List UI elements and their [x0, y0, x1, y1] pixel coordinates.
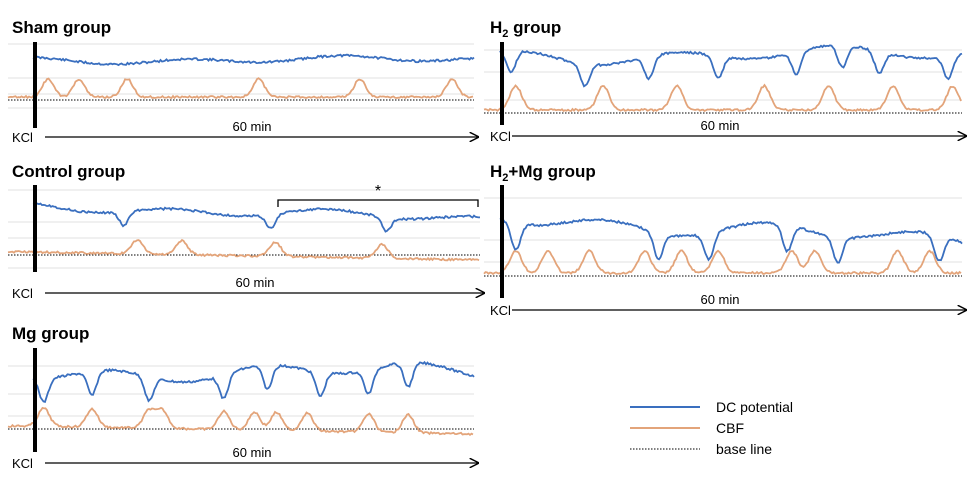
- dc-potential-trace: [499, 44, 963, 88]
- h2-group-panel: KCl 60 min: [483, 42, 966, 144]
- mg-group-panel: KCl 60 min: [7, 348, 478, 471]
- cbf-trace: [7, 77, 474, 100]
- kcl-label: KCl: [12, 286, 33, 301]
- kcl-label: KCl: [490, 129, 511, 144]
- significance-bracket: *: [277, 183, 479, 207]
- legend-baseline-label: base line: [716, 441, 772, 457]
- panel-title-h2mg: H2+Mg group: [490, 162, 596, 184]
- panel-title-sham: Sham group: [12, 18, 111, 37]
- duration-label: 60 min: [235, 275, 274, 290]
- cbf-trace: [483, 248, 962, 276]
- h2mg-group-panel: KCl 60 min: [483, 185, 966, 318]
- cbf-trace: [7, 238, 480, 262]
- duration-label: 60 min: [700, 292, 739, 307]
- dc-potential-trace: [499, 217, 963, 264]
- control-group-panel: KCl 60 min: [7, 185, 484, 301]
- dc-potential-trace: [32, 53, 475, 67]
- panel-title-control: Control group: [12, 162, 125, 181]
- kcl-label: KCl: [12, 130, 33, 145]
- duration-label: 60 min: [232, 445, 271, 460]
- sham-group-panel: KCl 60 min: [7, 42, 478, 145]
- legend-cbf-label: CBF: [716, 420, 744, 436]
- panel-title-mg: Mg group: [12, 324, 89, 343]
- panel-title-h2: H2 group: [490, 18, 561, 40]
- legend-dc-label: DC potential: [716, 399, 793, 415]
- kcl-label: KCl: [12, 456, 33, 471]
- legend: DC potential CBF base line: [630, 399, 793, 457]
- dc-potential-trace: [32, 201, 480, 233]
- dc-potential-trace: [32, 360, 475, 403]
- cbf-trace: [483, 83, 962, 113]
- cbf-trace: [7, 406, 474, 437]
- duration-label: 60 min: [700, 118, 739, 133]
- significance-asterisk: *: [375, 183, 381, 200]
- duration-label: 60 min: [232, 119, 271, 134]
- kcl-label: KCl: [490, 303, 511, 318]
